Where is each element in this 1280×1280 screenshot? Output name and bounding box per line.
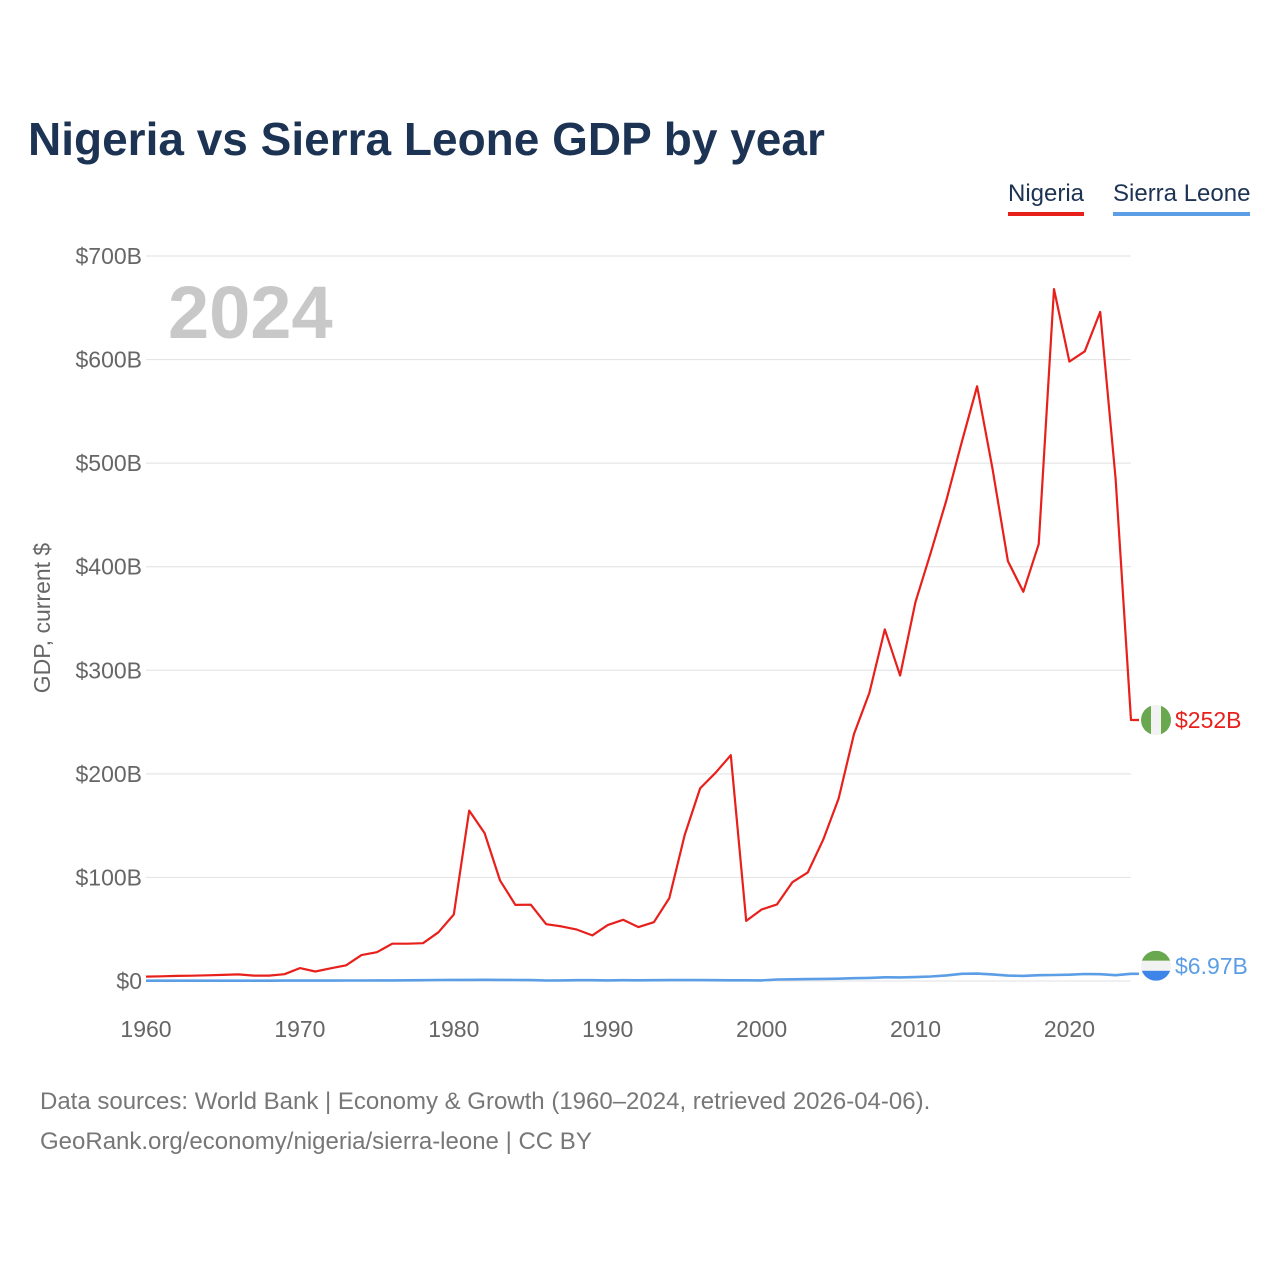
chart-title: Nigeria vs Sierra Leone GDP by year bbox=[28, 113, 825, 165]
x-tick-label: 1970 bbox=[274, 1016, 325, 1042]
end-label-nigeria: $252B bbox=[1175, 707, 1242, 733]
series-line-sierra-leone[interactable] bbox=[146, 972, 1139, 983]
legend-item-sierra-leone[interactable]: Sierra Leone bbox=[1113, 180, 1251, 216]
year-watermark: 2024 bbox=[168, 271, 333, 354]
x-tick-label: 1980 bbox=[428, 1016, 479, 1042]
x-tick-label: 2000 bbox=[736, 1016, 787, 1042]
sierra-leone-flag-icon bbox=[1141, 950, 1171, 981]
y-tick-label: $100B bbox=[75, 864, 142, 890]
y-tick-label: $0 bbox=[116, 968, 142, 994]
x-tick-label: 2020 bbox=[1044, 1016, 1095, 1042]
x-tick-label: 2010 bbox=[890, 1016, 941, 1042]
y-axis-label: GDP, current $ bbox=[29, 543, 55, 694]
x-tick-label: 1960 bbox=[120, 1016, 171, 1042]
y-tick-label: $700B bbox=[75, 243, 142, 269]
gridlines bbox=[146, 255, 1131, 982]
nigeria-flag-icon bbox=[1141, 705, 1171, 735]
y-tick-label: $200B bbox=[75, 761, 142, 787]
end-label-sierra-leone: $6.97B bbox=[1175, 953, 1248, 979]
x-tick-label: 1990 bbox=[582, 1016, 633, 1042]
source-line-1: Data sources: World Bank | Economy & Gro… bbox=[40, 1088, 931, 1115]
y-tick-label: $600B bbox=[75, 347, 142, 373]
series-line-nigeria[interactable] bbox=[145, 288, 1139, 978]
legend-item-nigeria[interactable]: Nigeria bbox=[1008, 180, 1085, 216]
y-axis-ticks: $0 $100B $200B $300B $400B $500B $600B $700B bbox=[75, 243, 142, 994]
y-tick-label: $500B bbox=[75, 450, 142, 476]
y-tick-label: $300B bbox=[75, 657, 142, 683]
y-tick-label: $400B bbox=[75, 554, 142, 580]
data-source-note: Data sources: World Bank | Economy & Gro… bbox=[40, 1082, 930, 1162]
series-lines bbox=[145, 288, 1139, 983]
x-axis-ticks: 1960 1970 1980 1990 2000 2010 2020 bbox=[120, 1016, 1095, 1042]
end-markers: $252B $6.97B bbox=[1141, 705, 1248, 981]
gdp-line-chart: 2024 $0 $100B $200B $300B $400B $500B $600B $70… bbox=[29, 243, 1248, 1042]
source-line-2[interactable]: GeoRank.org/economy/nigeria/sierra-leone… bbox=[40, 1128, 592, 1155]
